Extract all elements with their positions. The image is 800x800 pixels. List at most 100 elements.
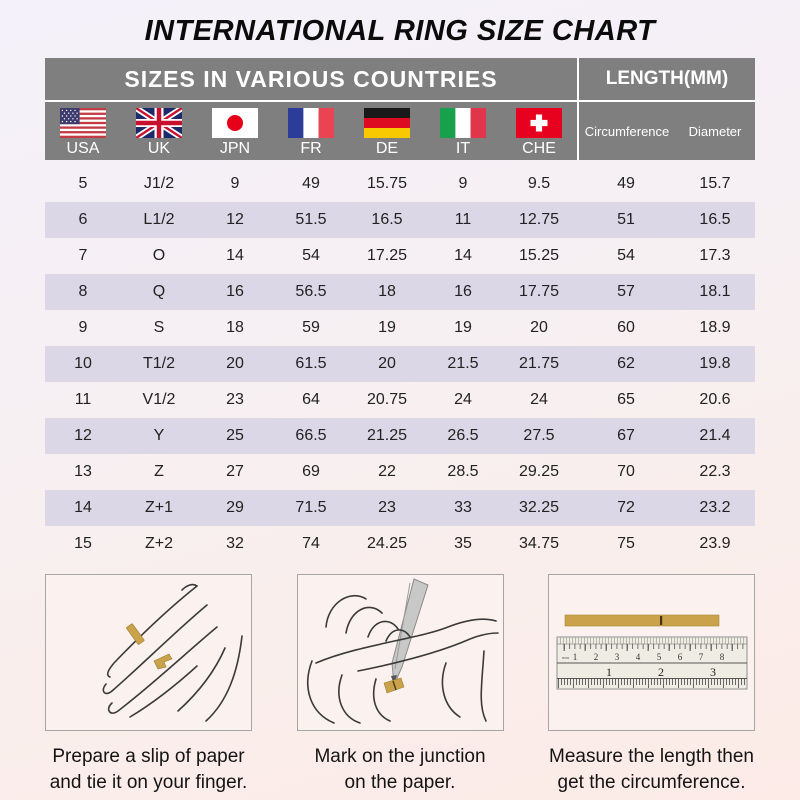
column-header-fr: FR: [273, 102, 349, 160]
table-row: 5 J1/2 9 49 15.75 9 9.5 49 15.7: [45, 166, 755, 202]
caption-line-1: Mark on the junction: [314, 746, 486, 767]
table-cell: 28.5: [447, 463, 479, 480]
table-cell: 19.8: [699, 355, 731, 372]
country-code-label: JPN: [219, 140, 251, 157]
table-cell: 6: [78, 211, 88, 228]
instruction-step-2: Mark on the junction on the paper.: [296, 574, 504, 796]
country-code-label: UK: [147, 140, 171, 157]
table-cell: 11: [74, 391, 92, 408]
table-cell: 62: [617, 355, 635, 372]
table-cell: 24: [454, 391, 472, 408]
table-cell: 12: [74, 427, 92, 444]
table-cell: 18: [226, 319, 244, 336]
hand-with-paper-illustration: [102, 583, 243, 722]
column-header-usa: USA: [45, 102, 121, 160]
table-row: 7 O 14 54 17.25 14 15.25 54 17.3: [45, 238, 755, 274]
size-table-rows: 5 J1/2 9 49 15.75 9 9.5 49 15.7 6 L1/2 12 51.5 16.5 11…: [45, 166, 755, 562]
instruction-caption: Prepare a slip of paper and tie it on yo…: [50, 744, 248, 796]
table-cell: 23: [226, 391, 244, 408]
table-cell: 69: [302, 463, 320, 480]
germany-flag-icon: [364, 108, 410, 138]
svg-text:4: 4: [636, 652, 641, 662]
table-row: 11 V1/2 23 64 20.75 24 24 65 20.6: [45, 382, 755, 418]
table-cell: 15.7: [699, 175, 731, 192]
instruction-caption: Mark on the junction on the paper.: [314, 744, 485, 796]
table-row: 12 Y 25 66.5 21.25 26.5 27.5 67 21.4: [45, 418, 755, 454]
table-cell: 19: [454, 319, 472, 336]
column-header-uk: UK: [121, 102, 197, 160]
country-code-label: USA: [66, 140, 100, 157]
column-header-de: DE: [349, 102, 425, 160]
diameter-column-header: Diameter: [688, 123, 742, 139]
table-cell: 72: [617, 499, 635, 516]
table-cell: 7: [78, 247, 88, 264]
table-cell: 8: [78, 283, 88, 300]
table-cell: 14: [226, 247, 244, 264]
table-cell: 32: [226, 535, 244, 552]
table-cell: 15: [74, 535, 92, 552]
switzerland-flag-icon: [516, 108, 562, 138]
table-cell: 15.25: [518, 247, 560, 264]
table-cell: 24: [530, 391, 548, 408]
instruction-image-measure: 1 2 3 4 5 6 7 8 mm 1 2 3: [548, 574, 755, 731]
table-cell: T1/2: [142, 355, 175, 372]
table-cell: 64: [302, 391, 320, 408]
table-cell: 29: [226, 499, 244, 516]
caption-line-1: Prepare a slip of paper: [52, 746, 245, 767]
table-cell: 18.9: [699, 319, 731, 336]
table-cell: 13: [74, 463, 92, 480]
table-cell: 22: [378, 463, 396, 480]
page-title: INTERNATIONAL RING SIZE CHART: [144, 15, 656, 47]
country-code-label: DE: [375, 140, 399, 157]
table-row: 14 Z+1 29 71.5 23 33 32.25 72 23.2: [45, 490, 755, 526]
table-cell: 16: [226, 283, 244, 300]
caption-line-1: Measure the length then: [549, 746, 754, 767]
table-cell: 23.9: [699, 535, 731, 552]
table-cell: J1/2: [143, 175, 175, 192]
column-header-che: CHE: [501, 102, 577, 160]
table-cell: 61.5: [295, 355, 327, 372]
svg-text:6: 6: [678, 652, 683, 662]
country-code-label: IT: [455, 140, 471, 157]
table-cell: 5: [78, 175, 88, 192]
table-cell: 49: [302, 175, 320, 192]
table-cell: 12: [226, 211, 244, 228]
hand-with-pen-illustration: [306, 578, 499, 724]
table-cell: 27: [226, 463, 244, 480]
table-cell: 14: [74, 499, 92, 516]
country-code-label: CHE: [522, 140, 556, 157]
table-row: 13 Z 27 69 22 28.5 29.25 70 22.3: [45, 454, 755, 490]
table-cell: 29.25: [518, 463, 560, 480]
italy-flag-icon: [440, 108, 486, 138]
table-cell: 16: [454, 283, 472, 300]
table-cell: 18: [378, 283, 396, 300]
table-cell: S: [153, 319, 165, 336]
svg-text:3: 3: [615, 652, 620, 662]
svg-text:3: 3: [710, 665, 716, 679]
table-cell: 22.3: [699, 463, 731, 480]
table-row: 8 Q 16 56.5 18 16 17.75 57 18.1: [45, 274, 755, 310]
france-flag-icon: [288, 108, 334, 138]
circumference-column-header: Circumference: [577, 102, 675, 160]
table-cell: 17.75: [518, 283, 560, 300]
caption-line-2: and tie it on your finger.: [49, 772, 248, 793]
table-cell: 21.25: [366, 427, 408, 444]
svg-text:7: 7: [699, 652, 704, 662]
column-header-it: IT: [425, 102, 501, 160]
paper-mark: [660, 616, 663, 625]
table-cell: 66.5: [295, 427, 327, 444]
svg-text:2: 2: [594, 652, 599, 662]
table-cell: 59: [302, 319, 320, 336]
table-cell: O: [152, 247, 166, 264]
table-cell: 10: [74, 355, 92, 372]
paper-strip: [564, 614, 720, 627]
svg-text:5: 5: [657, 652, 662, 662]
caption-line-2: on the paper.: [344, 772, 456, 793]
table-cell: 20.75: [366, 391, 408, 408]
table-row: 15 Z+2 32 74 24.25 35 34.75 75 23.9: [45, 526, 755, 562]
table-cell: 65: [617, 391, 635, 408]
table-cell: 35: [454, 535, 472, 552]
table-cell: Z: [154, 463, 164, 480]
table-cell: 18.1: [699, 283, 731, 300]
instruction-caption: Measure the length then get the circumfe…: [549, 744, 754, 796]
